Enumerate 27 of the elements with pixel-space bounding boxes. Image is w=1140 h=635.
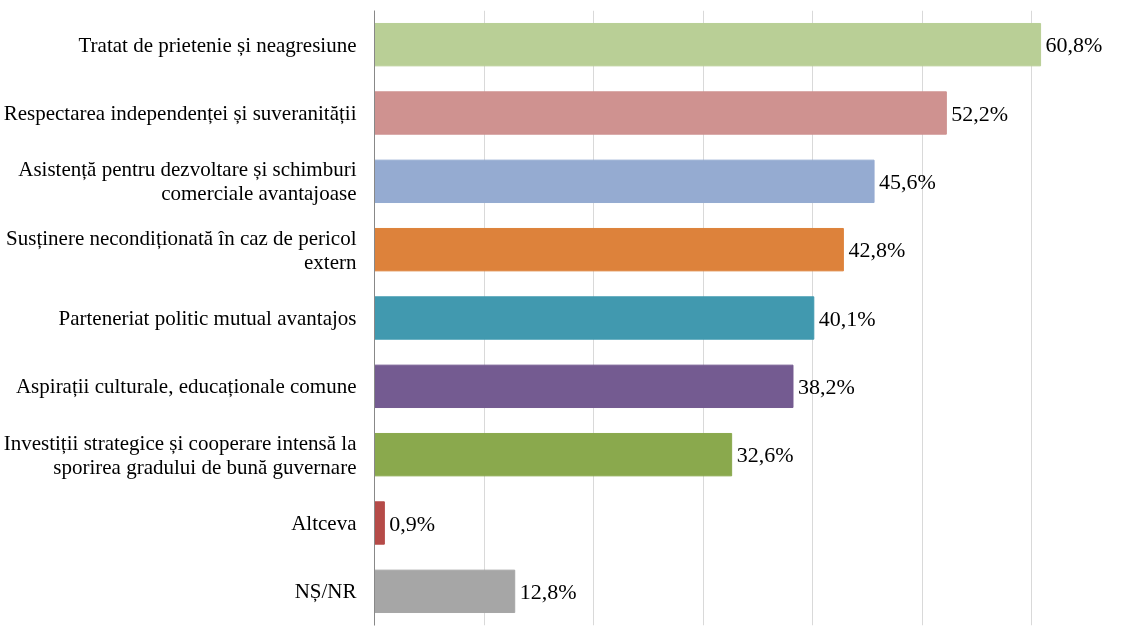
data-label: 12,8% [519,578,577,604]
data-label: 52,2% [951,100,1009,126]
y-tick-label: Aspirații culturale, educaționale comune [15,374,357,399]
data-label: 60,8% [1045,32,1103,58]
bar [374,432,733,477]
bar [374,296,815,340]
y-tick-label: NȘ/NR [294,579,357,604]
y-tick-label: Asistență pentru dezvoltare și schimburi comerciale avantajoase [18,157,357,206]
data-label: 0,9% [389,510,436,536]
bar [374,569,516,614]
bar [374,159,875,204]
y-tick-label: Altceva [291,511,358,535]
bar [374,364,794,409]
y-tick-label: Respectarea independenței și suveranității [3,101,357,125]
y-tick-label: Investiții strategice și cooperare intensă la sporirea gradului de bună guvernare [3,430,358,479]
bar [374,91,947,135]
y-tick-label: Susținere necondiționată în caz de pericol extern [6,225,357,274]
bar [374,501,385,545]
data-label: 32,6% [736,442,794,468]
y-tick-label: Tratat de prietenie și neagresiune [78,32,357,57]
data-label: 40,1% [818,305,876,331]
data-label: 38,2% [798,373,855,399]
data-label: 45,6% [879,168,936,194]
bar [374,227,844,272]
y-tick-label: Parteneriat politic mutual avantajos [58,306,357,330]
bar [374,22,1042,67]
data-label: 42,8% [848,237,906,263]
